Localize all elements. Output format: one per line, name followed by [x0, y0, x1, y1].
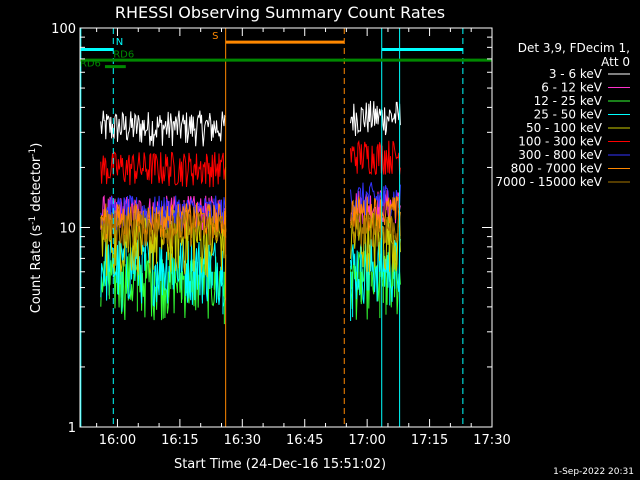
x-tick-label: 17:00	[348, 433, 385, 448]
y-tick-label: 10	[59, 222, 76, 237]
state-bar-label: S	[212, 31, 218, 42]
x-tick-label: 16:30	[224, 433, 261, 448]
y-tick-label: 100	[51, 22, 76, 37]
x-axis-label: Start Time (24-Dec-16 15:51:02)	[174, 457, 386, 472]
legend-entry-label: 3 - 6 keV	[549, 67, 603, 81]
legend-entry-label: 25 - 50 keV	[534, 108, 603, 122]
axes: 1 10 100 16:00 16:15 16:30 16:45 17:00 17:15 17:3…	[51, 22, 511, 448]
state-bar-label: N	[116, 37, 123, 48]
timestamp: 1-Sep-2022 20:31	[553, 467, 634, 477]
legend-entry-label: 100 - 300 keV	[518, 135, 602, 149]
y-axis-label: Count Rate (s-1 detector-1)	[28, 143, 44, 314]
x-tick-label: 17:30	[473, 433, 510, 448]
legend-entry-label: 800 - 7000 keV	[511, 162, 603, 176]
legend-entry-label: 50 - 100 keV	[526, 121, 603, 135]
legend-entry-label: 12 - 25 keV	[534, 94, 603, 108]
x-tick-label: 16:45	[286, 433, 323, 448]
state-bar-label: RD6	[113, 50, 134, 61]
x-tick-label: 17:15	[411, 433, 448, 448]
series-line	[100, 139, 401, 188]
y-tick-label: 1	[68, 421, 76, 436]
chart-title: RHESSI Observing Summary Count Rates	[115, 3, 445, 22]
legend-header: Det 3,9, FDecim 1,	[518, 41, 630, 55]
legend-entry-label: 6 - 12 keV	[541, 81, 603, 95]
series-line	[100, 100, 401, 147]
legend-entry-label: 300 - 800 keV	[518, 148, 602, 162]
series-line	[100, 211, 401, 248]
legend-header: Att 0	[601, 55, 630, 69]
x-tick-label: 16:15	[161, 433, 198, 448]
plot-area: N RD6 RD6 S	[80, 28, 492, 427]
legend-entry-label: 7000 - 15000 keV	[495, 175, 602, 189]
x-tick-label: 16:00	[99, 433, 136, 448]
series-line	[100, 208, 401, 278]
state-bar-label: RD6	[80, 59, 101, 70]
